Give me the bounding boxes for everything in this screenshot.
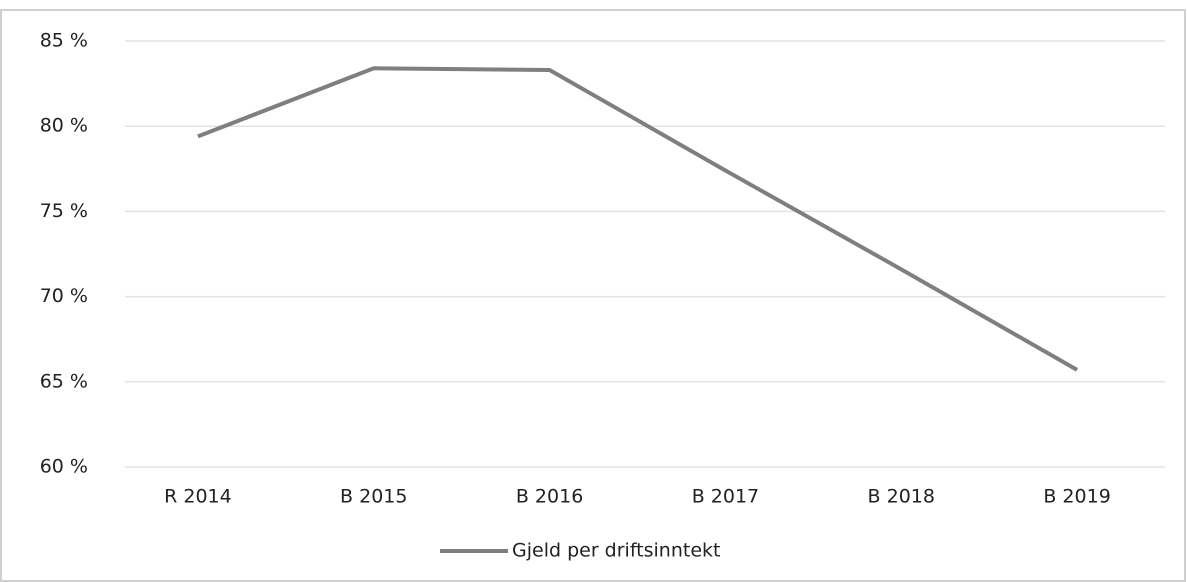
legend-label: Gjeld per driftsinntekt [512, 540, 720, 562]
x-tick-label: B 2015 [340, 486, 407, 508]
x-tick-label: B 2016 [516, 486, 583, 508]
x-tick-label: B 2017 [692, 486, 759, 508]
y-tick-label: 60 % [40, 456, 88, 478]
y-tick-label: 85 % [40, 30, 88, 52]
y-tick-label: 70 % [40, 285, 88, 307]
y-tick-label: 65 % [40, 370, 88, 392]
chart-frame [0, 9, 1186, 582]
x-tick-label: B 2019 [1043, 486, 1110, 508]
y-tick-label: 80 % [40, 115, 88, 137]
y-tick-label: 75 % [40, 200, 88, 222]
x-tick-label: B 2018 [868, 486, 935, 508]
x-tick-label: R 2014 [164, 486, 232, 508]
data-line [197, 66, 1079, 372]
